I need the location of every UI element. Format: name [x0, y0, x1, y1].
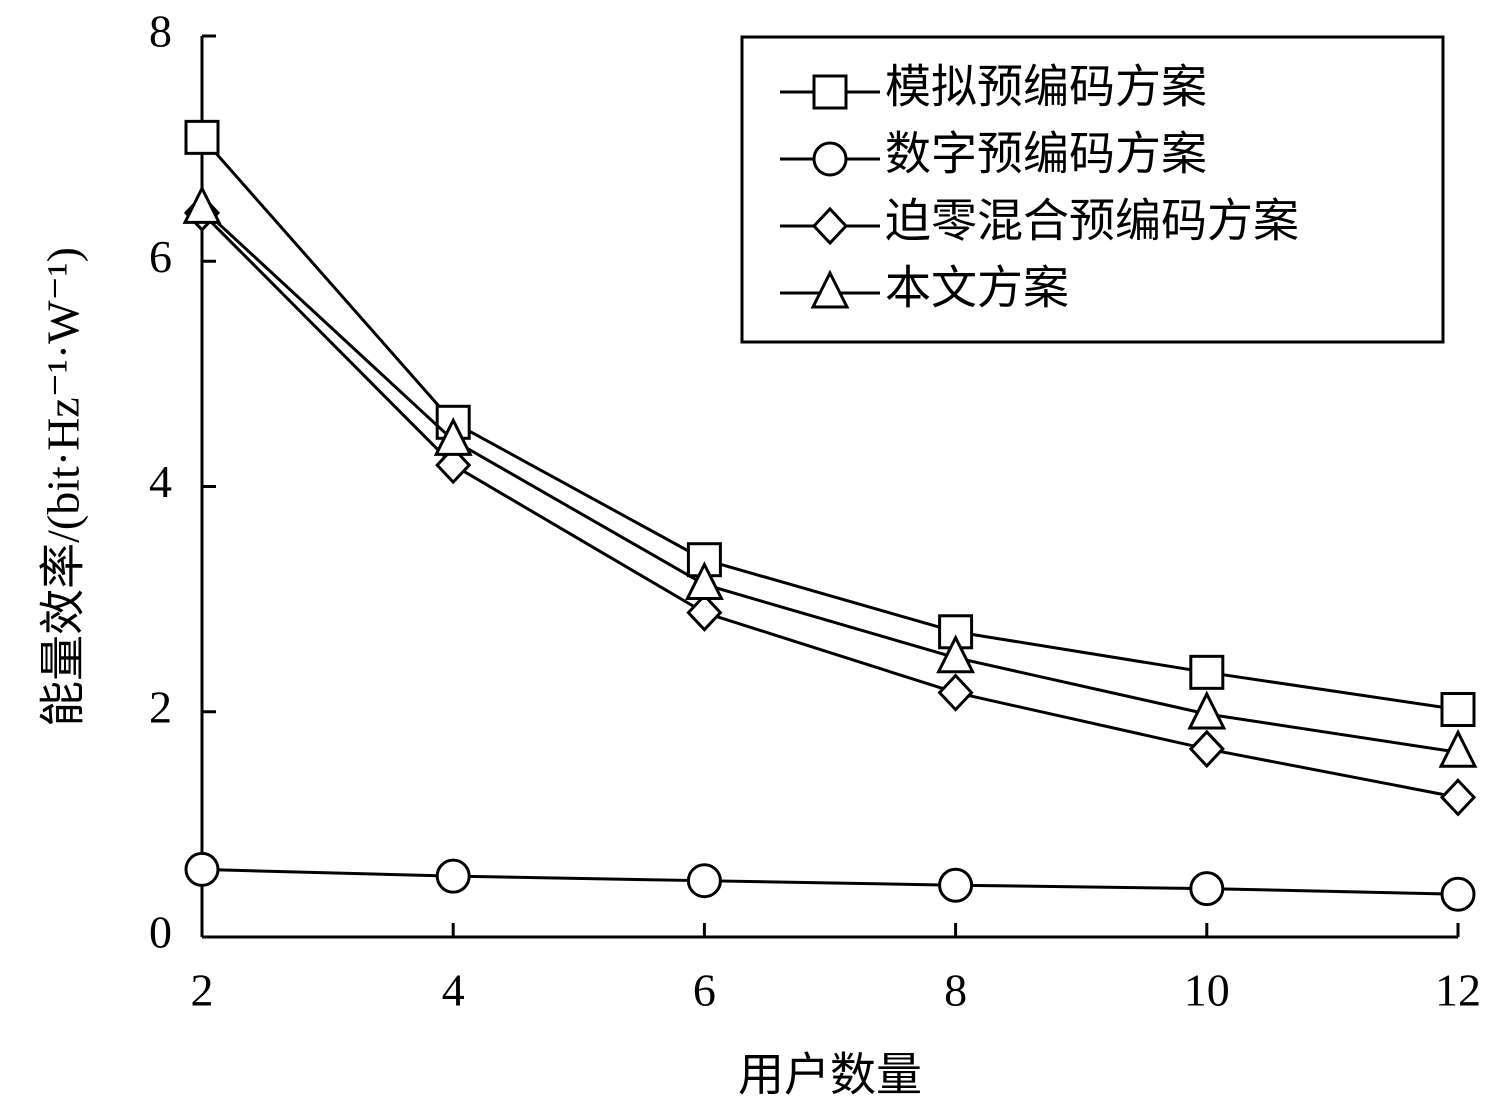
- marker: [1440, 691, 1476, 727]
- x-axis-label: 用户数量: [738, 1050, 922, 1101]
- marker: [1440, 876, 1476, 912]
- legend-label: 数字预编码方案: [885, 129, 1207, 180]
- marker: [184, 851, 220, 887]
- x-tick-label: 4: [442, 965, 465, 1016]
- marker: [1187, 690, 1227, 730]
- marker: [1188, 729, 1225, 769]
- marker: [811, 206, 849, 246]
- marker: [938, 867, 974, 903]
- marker: [812, 141, 848, 177]
- marker: [937, 673, 974, 712]
- x-tick-label: 6: [693, 965, 716, 1016]
- y-tick-label: 8: [149, 6, 172, 57]
- series-line: [200, 207, 1459, 754]
- marker: [1438, 728, 1478, 768]
- legend-label: 本文方案: [885, 263, 1069, 314]
- x-tick-label: 8: [944, 965, 967, 1016]
- marker: [812, 74, 848, 110]
- marker: [1189, 871, 1225, 907]
- y-tick-label: 6: [149, 231, 172, 282]
- marker: [435, 858, 471, 894]
- marker: [1189, 654, 1225, 690]
- x-tick-label: 10: [1184, 965, 1230, 1016]
- marker: [433, 416, 473, 456]
- marker: [936, 634, 976, 674]
- marker: [184, 119, 220, 155]
- y-axis-label: 能量效率/(bit·Hz⁻¹·W⁻¹): [38, 247, 89, 727]
- series-line: [200, 211, 1459, 799]
- y-tick-label: 0: [149, 907, 172, 958]
- x-tick-label: 2: [191, 965, 214, 1016]
- marker: [686, 863, 722, 899]
- y-tick-label: 2: [149, 681, 172, 732]
- series-line: [201, 867, 1459, 896]
- y-tick-label: 4: [149, 456, 172, 507]
- legend-label: 模拟预编码方案: [885, 62, 1207, 113]
- series-line: [200, 136, 1459, 711]
- marker: [810, 269, 850, 309]
- legend-label: 迫零混合预编码方案: [885, 196, 1299, 247]
- marker: [182, 184, 222, 224]
- marker: [1439, 778, 1477, 817]
- marker: [684, 561, 724, 600]
- marker: [435, 445, 472, 485]
- marker: [686, 593, 723, 632]
- legend-box: [740, 35, 1445, 344]
- x-tick-label: 12: [1435, 965, 1481, 1016]
